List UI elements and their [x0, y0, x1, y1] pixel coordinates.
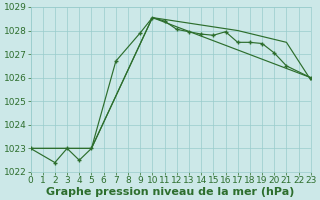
X-axis label: Graphe pression niveau de la mer (hPa): Graphe pression niveau de la mer (hPa) — [46, 187, 295, 197]
